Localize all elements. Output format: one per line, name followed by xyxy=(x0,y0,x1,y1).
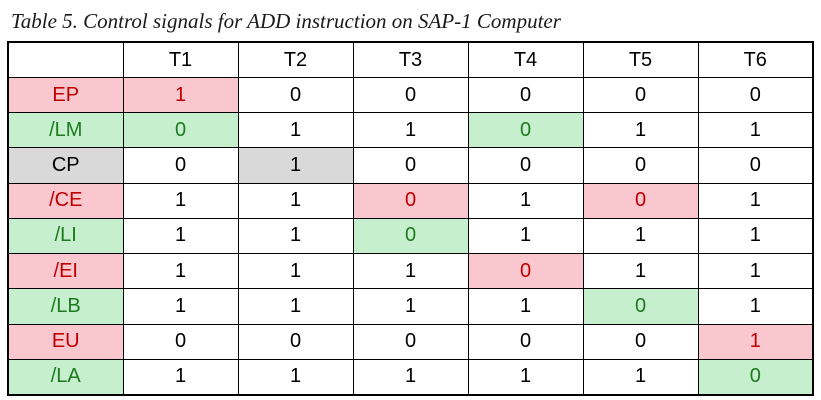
signal-value-cell: 0 xyxy=(467,323,584,360)
signal-value-cell: 0 xyxy=(122,323,239,360)
header-cell-t3: T3 xyxy=(352,41,469,78)
signal-value-cell: 0 xyxy=(697,358,814,396)
signal-value-cell: 1 xyxy=(122,358,239,396)
header-cell-corner xyxy=(7,41,124,78)
signal-value-cell: 1 xyxy=(237,217,354,255)
signal-value-cell: 0 xyxy=(122,147,239,184)
table-caption: Table 5. Control signals for ADD instruc… xyxy=(11,9,561,33)
signal-value-cell: 1 xyxy=(697,323,814,360)
signal-value-cell: 1 xyxy=(237,253,354,290)
signal-value-cell: 0 xyxy=(467,112,584,149)
signal-value-cell: 1 xyxy=(352,288,469,325)
header-cell-t2: T2 xyxy=(237,41,354,78)
signal-value-cell: 0 xyxy=(122,112,239,149)
table-row: EU 0 0 0 0 0 1 xyxy=(7,323,814,360)
signal-value-cell: 0 xyxy=(582,182,699,219)
signal-value-cell: 0 xyxy=(237,76,354,114)
signal-value-cell: 0 xyxy=(237,323,354,360)
signal-value-cell: 1 xyxy=(467,358,584,396)
signal-value-cell: 0 xyxy=(352,323,469,360)
signal-value-cell: 1 xyxy=(582,112,699,149)
signal-value-cell: 1 xyxy=(467,217,584,255)
signal-value-cell: 1 xyxy=(237,182,354,219)
signal-value-cell: 0 xyxy=(352,217,469,255)
signal-value-cell: 1 xyxy=(237,112,354,149)
signal-value-cell: 0 xyxy=(697,147,814,184)
signal-label: /LI xyxy=(7,217,124,255)
signal-value-cell: 1 xyxy=(582,217,699,255)
signal-value-cell: 0 xyxy=(352,147,469,184)
table-row: /LA 1 1 1 1 1 0 xyxy=(7,358,814,396)
signal-value-cell: 1 xyxy=(352,112,469,149)
signal-label: /LM xyxy=(7,112,124,149)
signal-value-cell: 1 xyxy=(237,147,354,184)
signal-value-cell: 0 xyxy=(582,76,699,114)
signal-value-cell: 1 xyxy=(122,76,239,114)
signal-value-cell: 0 xyxy=(467,76,584,114)
signal-label: EU xyxy=(7,323,124,360)
signal-value-cell: 0 xyxy=(582,147,699,184)
signal-value-cell: 1 xyxy=(237,288,354,325)
signal-value-cell: 1 xyxy=(697,288,814,325)
signal-value-cell: 1 xyxy=(467,288,584,325)
signal-value-cell: 0 xyxy=(582,323,699,360)
signal-value-cell: 1 xyxy=(697,217,814,255)
signal-value-cell: 0 xyxy=(697,76,814,114)
signal-value-cell: 1 xyxy=(467,182,584,219)
table-row: /CE 1 1 0 1 0 1 xyxy=(7,182,814,219)
signal-value-cell: 1 xyxy=(122,253,239,290)
header-cell-t1: T1 xyxy=(122,41,239,78)
signal-value-cell: 0 xyxy=(467,147,584,184)
signal-label: CP xyxy=(7,147,124,184)
signal-label: /CE xyxy=(7,182,124,219)
signal-value-cell: 1 xyxy=(697,112,814,149)
table-row: EP 1 0 0 0 0 0 xyxy=(7,76,814,114)
header-cell-t4: T4 xyxy=(467,41,584,78)
table-row: /LM 0 1 1 0 1 1 xyxy=(7,112,814,149)
table-row: /LB 1 1 1 1 0 1 xyxy=(7,288,814,325)
signal-value-cell: 0 xyxy=(352,182,469,219)
signal-value-cell: 1 xyxy=(697,182,814,219)
signal-value-cell: 1 xyxy=(122,217,239,255)
signal-value-cell: 1 xyxy=(122,182,239,219)
signal-label: /LB xyxy=(7,288,124,325)
header-cell-t5: T5 xyxy=(582,41,699,78)
signal-value-cell: 0 xyxy=(352,76,469,114)
signal-value-cell: 1 xyxy=(352,253,469,290)
signal-value-cell: 1 xyxy=(122,288,239,325)
table-row: CP 0 1 0 0 0 0 xyxy=(7,147,814,184)
signal-value-cell: 1 xyxy=(582,358,699,396)
table-row: /LI 1 1 0 1 1 1 xyxy=(7,217,814,255)
signal-label: /LA xyxy=(7,358,124,396)
header-row: T1 T2 T3 T4 T5 T6 xyxy=(7,41,814,78)
table-row: /EI 1 1 1 0 1 1 xyxy=(7,253,814,290)
signal-value-cell: 0 xyxy=(582,288,699,325)
signal-value-cell: 1 xyxy=(697,253,814,290)
signal-value-cell: 0 xyxy=(467,253,584,290)
signal-value-cell: 1 xyxy=(352,358,469,396)
header-cell-t6: T6 xyxy=(697,41,814,78)
signal-label: EP xyxy=(7,76,124,114)
signal-label: /EI xyxy=(7,253,124,290)
signal-value-cell: 1 xyxy=(582,253,699,290)
control-signals-table: T1 T2 T3 T4 T5 T6 EP 1 0 0 0 0 0/LM 0 1 1 0 1 1 CP 0 1 0… xyxy=(7,41,814,396)
signal-value-cell: 1 xyxy=(237,358,354,396)
